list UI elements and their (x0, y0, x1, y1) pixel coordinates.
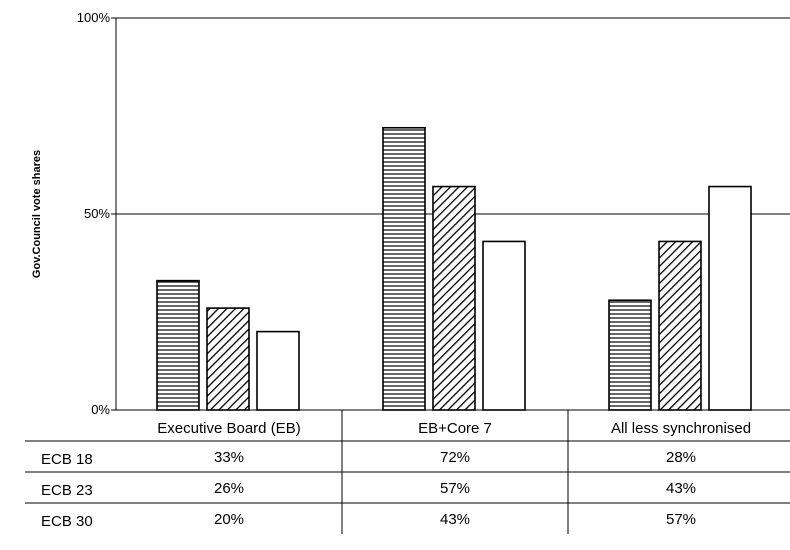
bar-ecb-18-2 (382, 126, 426, 411)
bar-ecb-30-2 (482, 240, 526, 411)
series-label: ECB 18 (41, 451, 93, 468)
axis-layer: 0% 50% 100% (77, 10, 790, 417)
series-label: ECB 30 (41, 513, 93, 530)
y-tick-label: 50% (84, 206, 110, 221)
bars-layer (156, 126, 752, 411)
category-label: EB+Core 7 (418, 420, 492, 437)
grid-layer (116, 17, 790, 215)
data-label: 72% (440, 449, 470, 466)
bar-ecb-23-2 (432, 185, 476, 411)
category-label: All less synchronised (611, 420, 751, 437)
data-label: 33% (214, 449, 244, 466)
y-axis-title: Gov.Council vote shares (31, 150, 43, 278)
y-tick-label: 100% (77, 10, 111, 25)
data-label: 20% (214, 511, 244, 528)
y-tick-label: 0% (91, 402, 110, 417)
series-label: ECB 23 (41, 482, 93, 499)
bar-ecb-30-3 (708, 185, 752, 411)
data-label: 43% (440, 511, 470, 528)
data-label: 57% (666, 511, 696, 528)
data-label: 43% (666, 480, 696, 497)
bar-ecb-30-1 (256, 330, 300, 411)
data-table: Executive Board (EB) EB+Core 7 All less sy… (25, 410, 790, 534)
bar-ecb-18-3 (608, 299, 652, 411)
data-label: 28% (666, 449, 696, 466)
bar-ecb-18-1 (156, 279, 200, 411)
bar-ecb-23-1 (206, 307, 250, 411)
data-label: 57% (440, 480, 470, 497)
category-label: Executive Board (EB) (157, 420, 300, 437)
bar-ecb-23-3 (658, 240, 702, 411)
data-label: 26% (214, 480, 244, 497)
